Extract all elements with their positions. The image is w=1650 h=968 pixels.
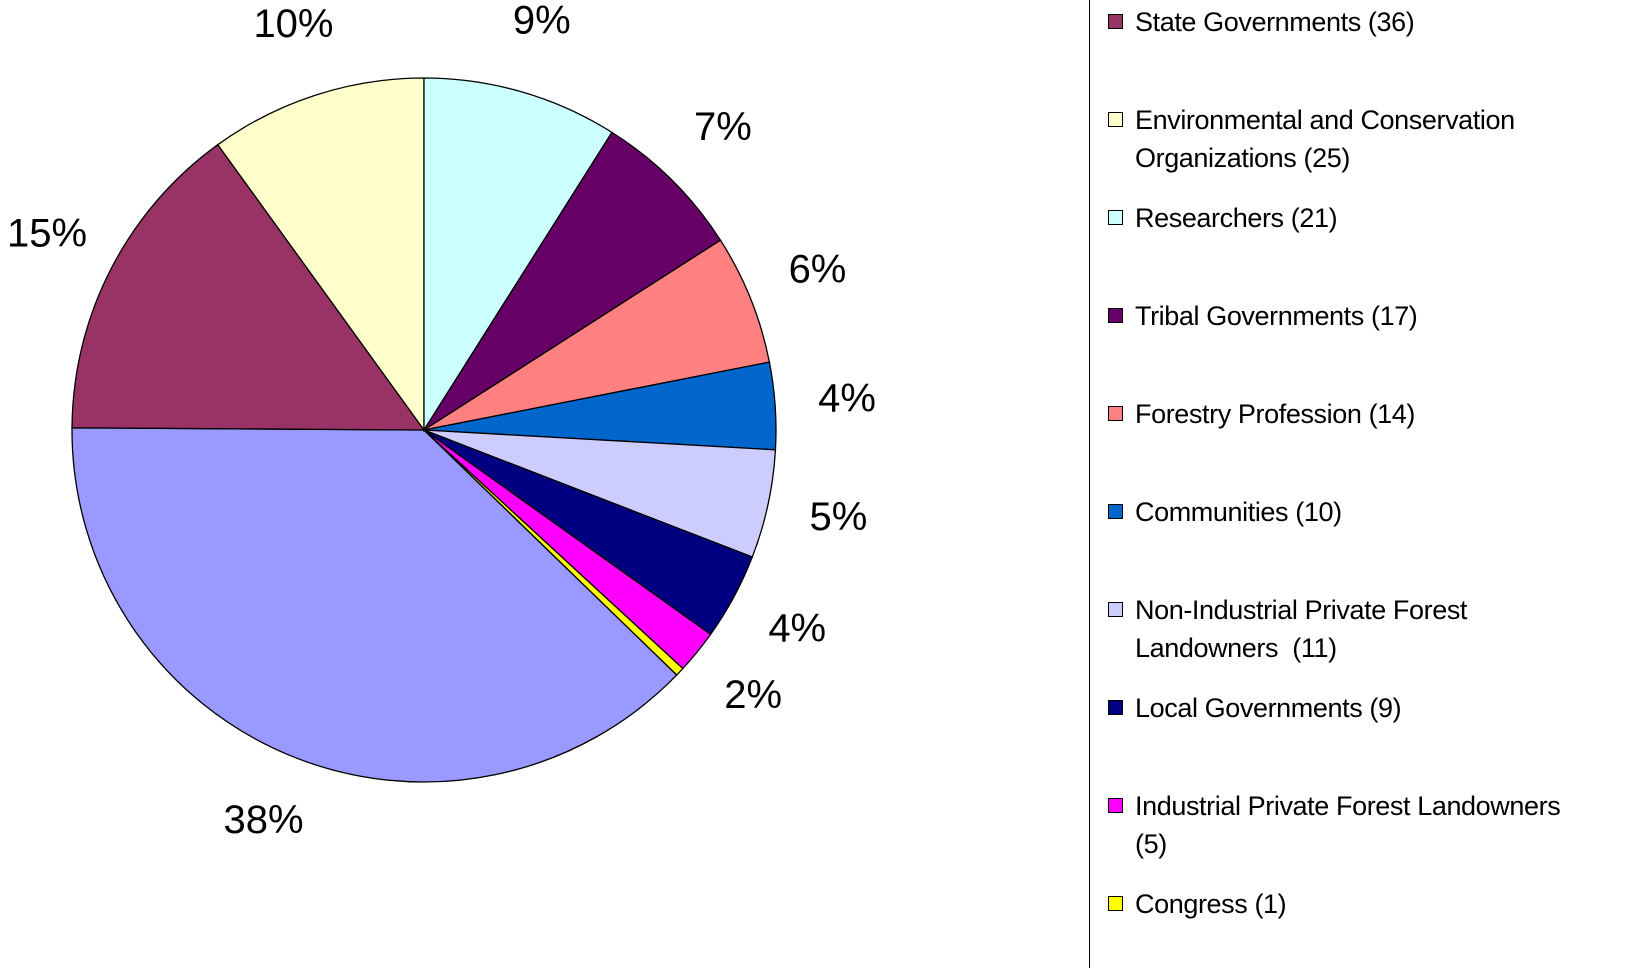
legend-label: Environmental and Conservation Organizat… bbox=[1135, 105, 1522, 173]
slice-label: 6% bbox=[789, 248, 847, 292]
slice-label: 10% bbox=[253, 2, 333, 46]
slice-label: 15% bbox=[7, 211, 87, 255]
legend-label: Researchers (21) bbox=[1135, 203, 1338, 233]
legend-swatch bbox=[1108, 308, 1123, 323]
legend-label: Industrial Private Forest Landowners (5) bbox=[1135, 791, 1568, 859]
slice-label: 9% bbox=[513, 0, 571, 42]
legend-swatch bbox=[1108, 896, 1123, 911]
pie-slice bbox=[423, 131, 722, 431]
legend-item: Local Governments (9) bbox=[1108, 689, 1568, 727]
legend bbox=[1089, 0, 1650, 968]
legend-swatch bbox=[1108, 700, 1123, 715]
pie-slice bbox=[71, 427, 678, 783]
legend-item: Congress (1) bbox=[1108, 885, 1568, 923]
legend-label: Communities (10) bbox=[1135, 497, 1342, 527]
slice-label: 7% bbox=[694, 105, 752, 149]
legend-item: Forestry Profession (14) bbox=[1108, 395, 1568, 433]
pie-slice bbox=[71, 143, 426, 431]
chart: 38% 15% 10% 9% 7% 6% 4% 5% 4% 2% bbox=[7, 0, 876, 842]
legend-swatch bbox=[1108, 406, 1123, 421]
legend-label: Local Governments (9) bbox=[1135, 693, 1402, 723]
legend-item: Tribal Governments (17) bbox=[1108, 297, 1568, 335]
legend-swatch bbox=[1108, 602, 1123, 617]
legend-label: Tribal Governments (17) bbox=[1135, 301, 1418, 331]
slice-label: 38% bbox=[224, 798, 304, 842]
legend-label: Forestry Profession (14) bbox=[1135, 399, 1415, 429]
legend-swatch bbox=[1108, 14, 1123, 29]
legend-item: Communities (10) bbox=[1108, 493, 1568, 531]
slice-label: 2% bbox=[724, 673, 782, 717]
legend-item: Non-Industrial Private Forest Landowners… bbox=[1108, 591, 1568, 667]
legend-item: Industrial Private Forest Landowners (5) bbox=[1108, 787, 1568, 863]
legend-swatch bbox=[1108, 504, 1123, 519]
pie-slice bbox=[216, 77, 425, 433]
legend-swatch bbox=[1108, 798, 1123, 813]
legend-swatch bbox=[1108, 210, 1123, 225]
legend-swatch bbox=[1108, 112, 1123, 127]
legend-item: State Governments (36) bbox=[1108, 3, 1568, 41]
slice-label: 4% bbox=[818, 376, 876, 420]
legend-label: Congress (1) bbox=[1135, 889, 1287, 919]
pie-slice bbox=[423, 77, 613, 433]
legend-item: Researchers (21) bbox=[1108, 199, 1568, 237]
slice-label: 5% bbox=[810, 495, 868, 539]
pie-slice bbox=[423, 429, 684, 676]
legend-item: Environmental and Conservation Organizat… bbox=[1108, 101, 1568, 177]
legend-label: Non-Industrial Private Forest Landowners… bbox=[1135, 595, 1475, 663]
pie-slice bbox=[423, 239, 771, 431]
slice-label: 4% bbox=[768, 607, 826, 651]
legend-label: State Governments (36) bbox=[1135, 7, 1415, 37]
